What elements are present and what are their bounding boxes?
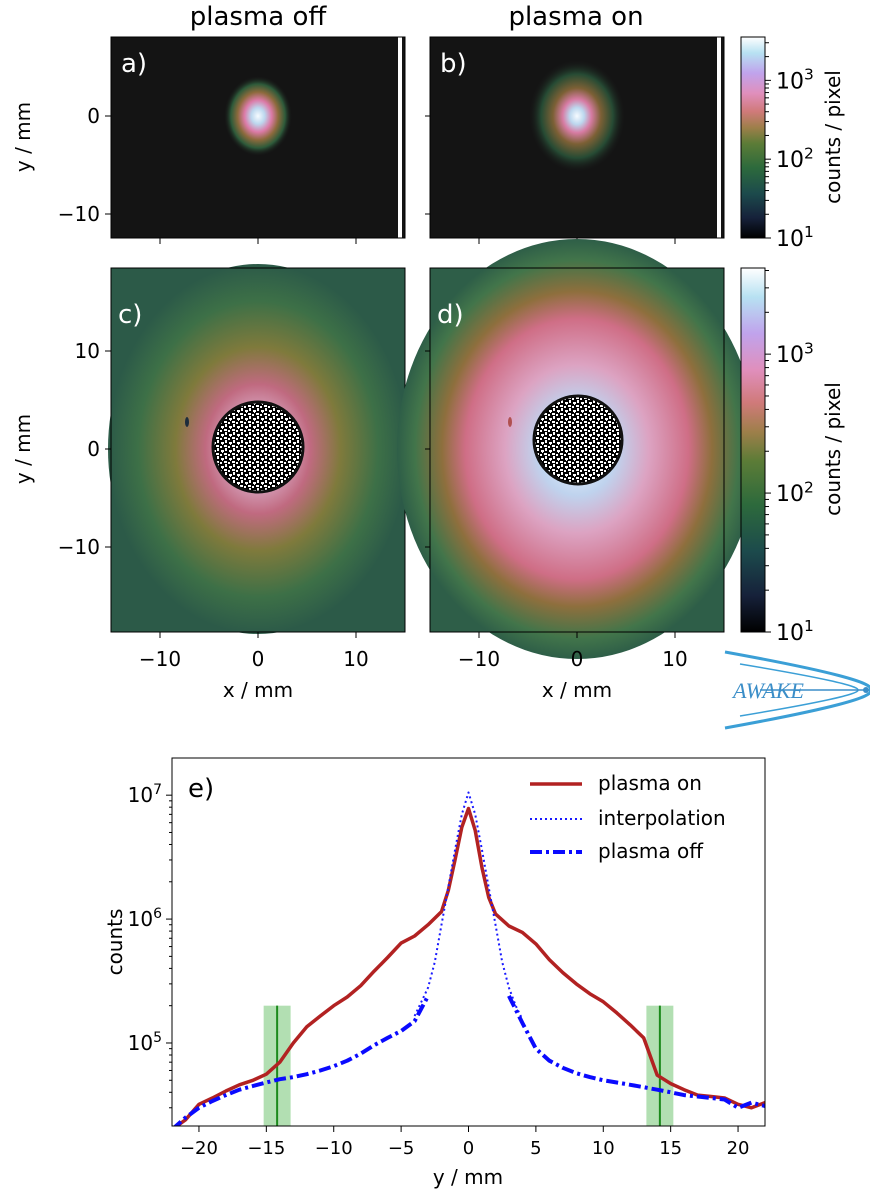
panel-a: plasma off a): [110, 2, 406, 239]
e-xtick-label: −20: [180, 1138, 218, 1159]
xtick-label: −10: [139, 647, 181, 671]
panel-c-label: c): [118, 300, 142, 330]
panel-d-mask: [532, 394, 624, 486]
panel-d-label: d): [437, 300, 464, 330]
colorbar-mid: 101 102 103 counts / pixel: [740, 267, 845, 646]
panel-d-xticks: −10 0 10: [458, 632, 688, 671]
panel-c: c): [108, 264, 408, 634]
xtick-label: 10: [662, 647, 687, 671]
cbar-tick-label: 103: [776, 339, 814, 368]
panel-c-dust-speck: [185, 417, 189, 427]
e-xtick-label: −10: [315, 1138, 353, 1159]
top-ytick-label: 0: [87, 104, 100, 128]
e-xtick-label: 5: [530, 1138, 541, 1159]
mid-row-axes: y / mm 10 0 −10 −10 0 10 −10 0 10 x / mm x / m…: [11, 339, 688, 702]
panel-e-yticks: 105 106 107: [128, 782, 172, 1109]
top-row-ylabel: y / mm: [11, 102, 35, 172]
panel-c-xlabel: x / mm: [223, 678, 293, 702]
panel-d: d): [397, 239, 757, 659]
panel-d-xlabel: x / mm: [542, 678, 612, 702]
panel-e: −20 −15 −10 −5 0 5 10 15 20 105 106 107 y / mm cou…: [103, 757, 766, 1189]
colorbar-mid-gradient: [740, 267, 766, 633]
legend-label-plasma-on: plasma on: [598, 771, 702, 795]
colorbar-top: 101 102 103 counts / pixel: [740, 36, 845, 252]
awake-logo: AWAKE: [724, 650, 870, 730]
cbar-tick-label: 101: [776, 617, 814, 646]
awake-logo-arc: [724, 650, 870, 730]
panel-e-label: e): [188, 774, 214, 804]
colorbar-top-label: counts / pixel: [821, 70, 845, 204]
colorbar-top-ticks: 101 102 103: [765, 42, 814, 252]
xtick-label: 0: [252, 647, 265, 671]
cbar-tick-label: 102: [776, 478, 814, 507]
mid-ytick-label: 10: [75, 339, 100, 363]
mid-row-yticks: 10 0 −10: [58, 339, 430, 559]
series-plasma-on: [173, 806, 765, 1126]
panel-c-xticks: −10 0 10: [139, 632, 369, 671]
panel-a-label: a): [121, 49, 147, 79]
cbar-tick-label: 103: [776, 66, 814, 95]
top-row-yticks: 0 −10: [58, 104, 111, 226]
e-xtick-label: 20: [727, 1138, 750, 1159]
e-xtick-label: 10: [592, 1138, 615, 1159]
mid-ytick-label: −10: [58, 535, 100, 559]
colorbar-mid-label: counts / pixel: [821, 382, 845, 516]
e-ytick-label: 106: [128, 906, 162, 931]
mid-row-ylabel: y / mm: [11, 414, 35, 484]
legend-label-interpolation: interpolation: [598, 806, 726, 830]
e-ytick-label: 105: [128, 1030, 162, 1055]
xtick-label: 10: [343, 647, 368, 671]
awake-logo-dot: [863, 687, 869, 693]
colorbar-top-gradient: [740, 36, 766, 239]
panel-e-legend: plasma on interpolation plasma off: [530, 771, 726, 863]
panel-a-spot: [224, 76, 292, 156]
xtick-label: 0: [571, 647, 584, 671]
panel-e-xticks: −20 −15 −10 −5 0 5 10 15 20: [180, 1126, 750, 1159]
series-plasma-off: [173, 994, 765, 1126]
series-interpolation: [413, 791, 524, 1020]
panel-b-label: b): [440, 49, 467, 79]
e-ytick-label: 107: [128, 782, 162, 807]
e-xtick-label: −15: [247, 1138, 285, 1159]
panel-c-mask: [211, 400, 305, 494]
legend-label-plasma-off: plasma off: [598, 839, 704, 863]
e-xtick-label: 0: [463, 1138, 474, 1159]
xtick-label: −10: [458, 647, 500, 671]
top-ytick-label: −10: [58, 202, 100, 226]
mid-ytick-label: 0: [87, 437, 100, 461]
e-xtick-label: −5: [388, 1138, 415, 1159]
panel-e-series: [173, 791, 765, 1126]
panel-b-title: plasma on: [508, 2, 643, 32]
cbar-tick-label: 101: [776, 223, 814, 252]
panel-a-edge-strip: [398, 37, 402, 238]
panel-b-edge-strip: [717, 37, 721, 238]
panel-e-ylabel: counts: [103, 909, 127, 976]
cbar-tick-label: 102: [776, 144, 814, 173]
panel-d-dust-speck: [508, 417, 512, 427]
panel-b-spot: [529, 60, 625, 172]
colorbar-mid-ticks: 101 102 103: [765, 269, 814, 646]
panel-a-title: plasma off: [190, 2, 328, 32]
e-xtick-label: 15: [659, 1138, 682, 1159]
panel-b: plasma on b): [429, 2, 725, 239]
panel-e-xlabel: y / mm: [433, 1165, 503, 1189]
panel-e-bands: [263, 1005, 674, 1126]
